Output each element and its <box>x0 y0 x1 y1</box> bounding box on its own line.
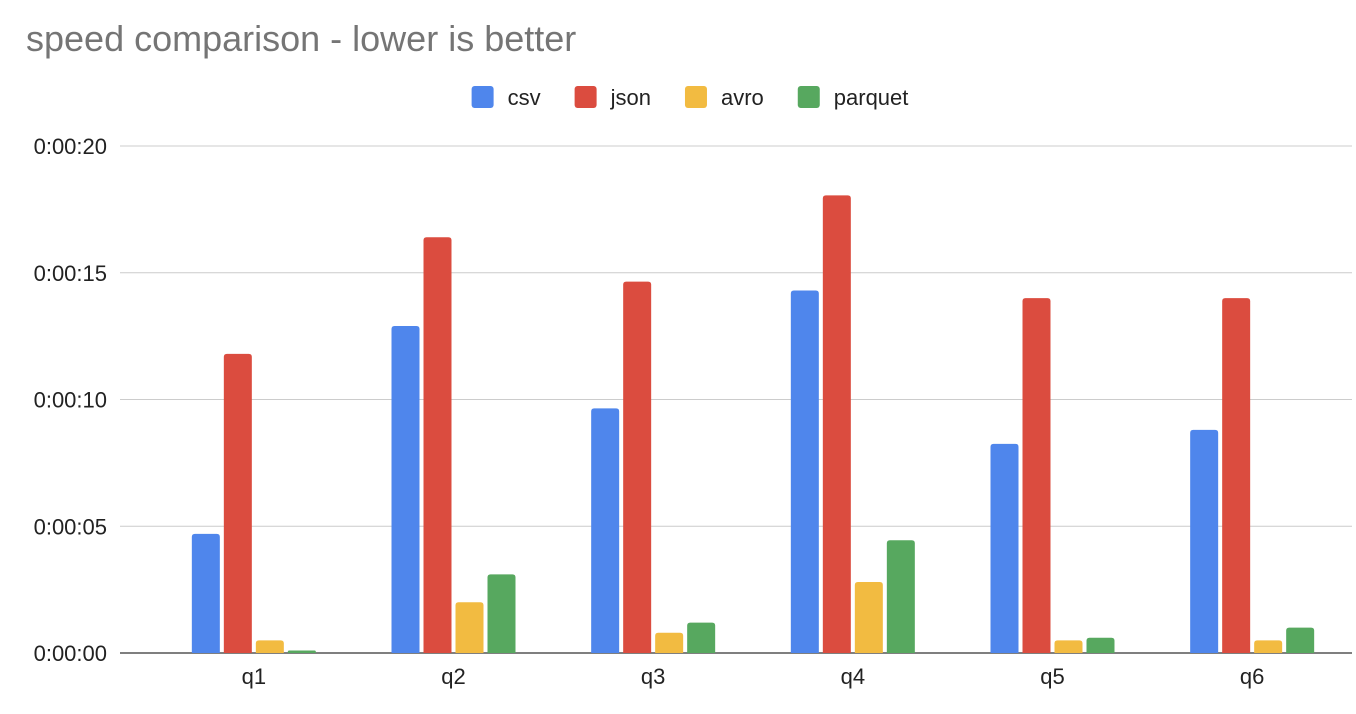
y-tick-label: 0:00:00 <box>34 641 107 666</box>
x-tick-label: q1 <box>242 664 266 689</box>
bar-parquet-q6 <box>1286 627 1315 653</box>
bar-csv-q1 <box>191 533 220 653</box>
legend-swatch <box>574 86 597 108</box>
bar-parquet-q5 <box>1086 637 1115 653</box>
legend-item-avro: avro <box>684 85 764 110</box>
bar-avro-q4 <box>854 582 883 653</box>
bar-json-q2 <box>423 237 452 653</box>
legend-label: csv <box>508 85 541 110</box>
legend-label: json <box>610 85 651 110</box>
x-tick-label: q5 <box>1040 664 1064 689</box>
bar-avro-q1 <box>255 640 284 653</box>
gridlines <box>120 145 1352 654</box>
bar-csv-q4 <box>790 290 819 653</box>
y-tick-label: 0:00:05 <box>34 514 107 539</box>
bar-json-q6 <box>1222 298 1251 653</box>
y-tick-label: 0:00:15 <box>34 261 107 286</box>
bar-csv-q2 <box>391 325 420 653</box>
legend-item-csv: csv <box>471 85 541 110</box>
bar-parquet-q4 <box>886 540 915 653</box>
bar-csv-q5 <box>990 443 1019 653</box>
bar-avro-q6 <box>1254 640 1283 653</box>
bar-json-q1 <box>223 353 252 653</box>
x-tick-label: q6 <box>1240 664 1264 689</box>
y-tick-label: 0:00:20 <box>34 134 107 159</box>
legend-label: avro <box>721 85 764 110</box>
bar-json-q5 <box>1022 298 1051 653</box>
bar-parquet-q3 <box>687 622 716 653</box>
legend-swatch <box>684 86 707 108</box>
bars <box>191 195 1315 653</box>
bar-json-q4 <box>822 195 851 653</box>
legend-item-parquet: parquet <box>797 85 909 110</box>
x-tick-label: q3 <box>641 664 665 689</box>
bar-json-q3 <box>623 281 652 653</box>
y-tick-label: 0:00:10 <box>34 388 107 413</box>
bar-csv-q3 <box>591 408 620 653</box>
legend-label: parquet <box>834 85 909 110</box>
x-tick-label: q2 <box>441 664 465 689</box>
bar-csv-q6 <box>1190 429 1219 653</box>
legend: csv json avro parquet <box>471 85 909 110</box>
chart-title: speed comparison - lower is better <box>26 18 577 59</box>
bar-parquet-q2 <box>487 574 516 653</box>
bar-avro-q3 <box>655 632 684 653</box>
bar-avro-q2 <box>455 602 484 653</box>
x-axis-labels: q1 q2 q3 q4 q5 q6 <box>242 664 1265 689</box>
legend-swatch <box>471 86 494 108</box>
legend-item-json: json <box>574 85 651 110</box>
legend-swatch <box>797 86 820 108</box>
y-axis-labels: 0:00:00 0:00:05 0:00:10 0:00:15 0:00:20 <box>34 134 107 666</box>
bar-avro-q5 <box>1054 640 1083 653</box>
x-tick-label: q4 <box>841 664 865 689</box>
bar-parquet-q1 <box>287 650 316 653</box>
